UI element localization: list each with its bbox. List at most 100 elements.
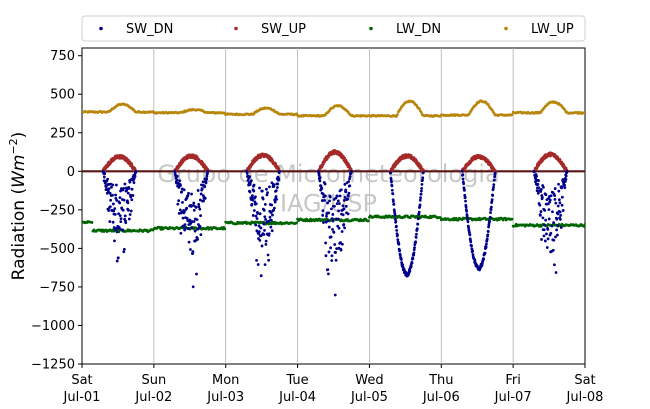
point-sw-dn bbox=[333, 243, 337, 246]
point-sw-dn bbox=[463, 195, 467, 199]
point-sw-dn bbox=[557, 198, 561, 202]
point-sw-dn bbox=[421, 178, 424, 182]
point-sw-dn bbox=[336, 217, 340, 221]
point-sw-dn bbox=[269, 218, 273, 222]
point-sw-dn bbox=[536, 182, 540, 186]
point-sw-dn bbox=[327, 250, 331, 254]
point-sw-dn bbox=[343, 196, 347, 199]
point-sw-dn bbox=[198, 207, 202, 211]
point-sw-dn bbox=[189, 204, 193, 208]
y-tick-label: −1000 bbox=[31, 319, 75, 334]
y-tick-label: −1250 bbox=[31, 358, 75, 373]
point-sw-dn bbox=[420, 182, 424, 186]
point-sw-dn bbox=[538, 203, 542, 207]
point-sw-dn bbox=[176, 202, 180, 206]
point-sw-dn bbox=[333, 204, 336, 208]
y-axis: 750 500 250 0 −250 −500 −750 −1000 −1250 bbox=[31, 49, 82, 373]
point-sw-dn bbox=[392, 202, 396, 206]
point-sw-dn bbox=[119, 217, 123, 221]
point-sw-dn bbox=[462, 182, 466, 186]
x-tick-label-date: Jul-06 bbox=[422, 390, 460, 405]
point-sw-dn bbox=[396, 238, 400, 242]
point-sw-dn bbox=[179, 231, 183, 235]
point-sw-dn bbox=[258, 186, 261, 190]
point-sw-dn bbox=[273, 200, 277, 204]
point-sw-dn bbox=[259, 274, 263, 278]
point-sw-dn bbox=[272, 183, 276, 187]
point-sw-dn bbox=[333, 293, 337, 297]
point-sw-dn bbox=[555, 228, 559, 232]
point-sw-dn bbox=[318, 176, 322, 180]
point-sw-dn bbox=[561, 209, 565, 212]
point-sw-dn bbox=[541, 216, 545, 220]
point-sw-dn bbox=[274, 189, 278, 193]
point-sw-dn bbox=[246, 179, 250, 182]
point-sw-dn bbox=[198, 198, 202, 202]
point-sw-dn bbox=[194, 205, 198, 209]
point-sw-dn bbox=[268, 185, 271, 189]
y-tick-label: −750 bbox=[39, 280, 75, 295]
point-sw-dn bbox=[111, 220, 115, 224]
point-sw-dn bbox=[461, 177, 465, 181]
point-sw-dn bbox=[330, 254, 334, 258]
x-tick-label-date: Jul-01 bbox=[63, 390, 101, 405]
point-sw-dn bbox=[108, 205, 112, 209]
point-sw-up bbox=[343, 156, 346, 160]
point-sw-dn bbox=[336, 224, 340, 228]
legend-entry: LW_DN bbox=[369, 22, 441, 37]
y-tick-label: 500 bbox=[50, 88, 75, 103]
point-sw-dn bbox=[115, 183, 118, 187]
legend: SW_DN SW_UP LW_DN LW_UP bbox=[81, 15, 586, 42]
point-sw-dn bbox=[396, 233, 399, 237]
point-sw-dn bbox=[343, 182, 347, 186]
point-sw-dn bbox=[258, 212, 262, 216]
point-sw-dn bbox=[411, 257, 415, 261]
x-tick-label-date: Jul-07 bbox=[494, 390, 532, 405]
legend-label: SW_UP bbox=[261, 22, 306, 37]
point-sw-dn bbox=[402, 267, 406, 271]
point-sw-dn bbox=[560, 185, 564, 188]
point-sw-dn bbox=[560, 195, 564, 199]
point-sw-dn bbox=[191, 285, 195, 289]
point-sw-dn bbox=[337, 202, 341, 205]
point-sw-dn bbox=[471, 249, 475, 253]
point-sw-dn bbox=[563, 180, 567, 183]
point-sw-dn bbox=[205, 174, 209, 178]
x-tick-label-date: Jul-05 bbox=[350, 390, 388, 405]
point-sw-dn bbox=[125, 187, 129, 191]
point-sw-dn bbox=[115, 199, 119, 202]
point-sw-dn bbox=[254, 202, 258, 206]
point-sw-dn bbox=[463, 188, 466, 192]
point-sw-dn bbox=[341, 242, 344, 246]
point-sw-dn bbox=[339, 248, 343, 252]
point-sw-dn bbox=[113, 239, 116, 243]
point-sw-dn bbox=[389, 177, 393, 180]
point-sw-dn bbox=[344, 188, 348, 192]
point-sw-dn bbox=[264, 242, 268, 246]
point-sw-dn bbox=[330, 217, 334, 220]
point-sw-dn bbox=[114, 193, 117, 197]
point-sw-dn bbox=[548, 198, 552, 202]
point-sw-dn bbox=[547, 217, 551, 221]
point-sw-dn bbox=[255, 258, 258, 262]
point-sw-dn bbox=[347, 191, 351, 195]
legend-label: LW_UP bbox=[531, 22, 574, 37]
point-sw-dn bbox=[550, 224, 554, 228]
point-sw-dn bbox=[128, 213, 132, 216]
point-sw-dn bbox=[543, 239, 547, 243]
point-sw-dn bbox=[130, 187, 134, 191]
point-sw-dn bbox=[266, 253, 270, 257]
point-sw-dn bbox=[122, 187, 125, 190]
point-sw-dn bbox=[400, 261, 404, 264]
point-lw-dn bbox=[367, 219, 370, 223]
point-sw-dn bbox=[323, 194, 327, 198]
point-sw-dn bbox=[251, 214, 255, 217]
point-sw-dn bbox=[324, 220, 328, 224]
point-sw-dn bbox=[257, 224, 261, 228]
point-sw-dn bbox=[485, 242, 488, 246]
point-sw-dn bbox=[127, 208, 130, 212]
point-sw-dn bbox=[493, 171, 497, 175]
point-sw-dn bbox=[492, 183, 496, 187]
point-sw-dn bbox=[203, 185, 207, 189]
point-sw-dn bbox=[344, 190, 348, 194]
